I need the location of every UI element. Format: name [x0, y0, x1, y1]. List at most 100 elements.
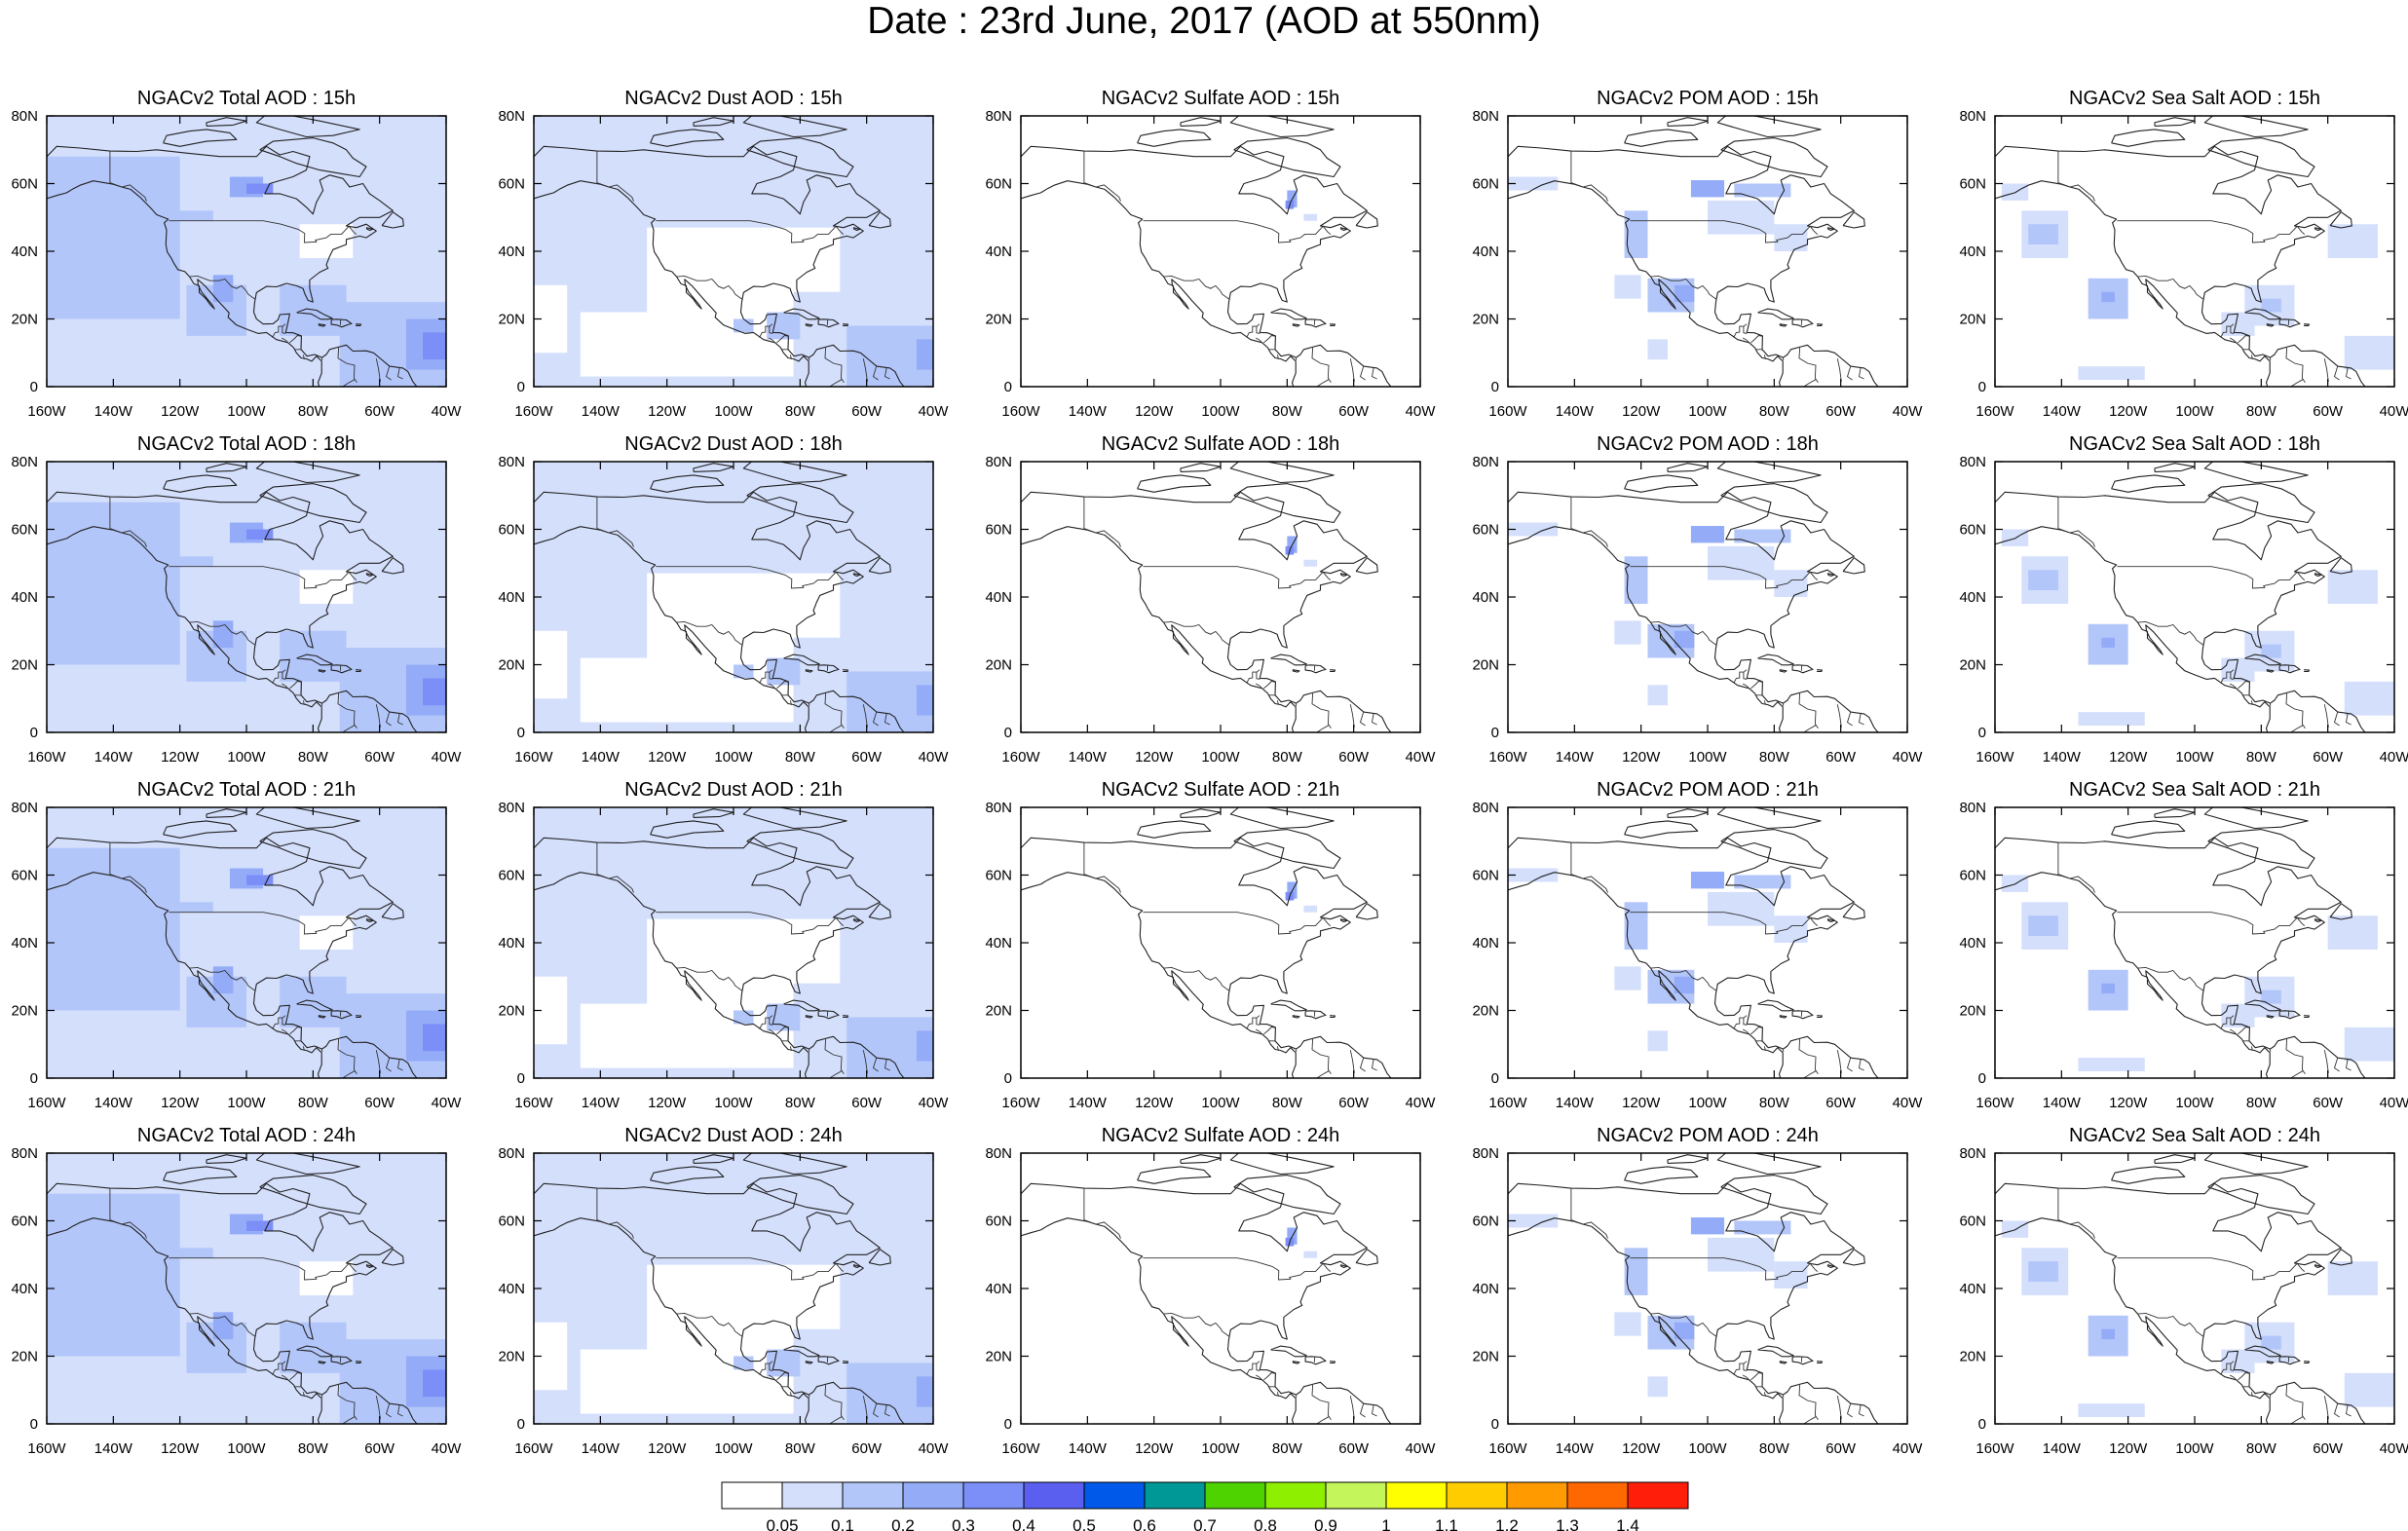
x-tick-label: 120W	[1135, 403, 1174, 420]
coastline	[2203, 462, 2309, 484]
country-border	[2333, 366, 2340, 381]
coastline	[650, 474, 725, 493]
country-border	[2285, 347, 2306, 384]
country-border	[824, 692, 845, 729]
panel-title: NGACv2 Sea Salt AOD : 18h	[2069, 433, 2320, 455]
aod-cell	[2261, 990, 2281, 1004]
coastline	[1292, 1015, 1300, 1019]
country-border	[2269, 1048, 2272, 1052]
coastline	[817, 1010, 840, 1020]
country-border	[2269, 1394, 2272, 1398]
coastline	[1842, 211, 1865, 229]
coastline	[356, 1361, 362, 1364]
y-tick-label: 60N	[985, 176, 1012, 193]
coastline	[868, 903, 891, 920]
coastline	[1180, 463, 1222, 472]
y-tick-label: 80N	[1959, 800, 1986, 816]
aod-cell	[2028, 570, 2058, 591]
country-border	[1276, 700, 1279, 706]
coastline	[1757, 999, 1794, 1012]
coastline	[2244, 1345, 2281, 1358]
country-border	[2057, 1188, 2095, 1239]
coastline	[1180, 1154, 1222, 1164]
coastline	[2278, 318, 2301, 328]
coastline	[365, 227, 374, 232]
coastline	[1355, 1249, 1378, 1266]
panel-title: NGACv2 Dust AOD : 24h	[624, 1125, 842, 1146]
coastline	[534, 1217, 809, 1424]
country-border	[1733, 1361, 1748, 1375]
country-border	[109, 842, 147, 893]
x-tick-label: 100W	[2175, 403, 2214, 420]
aod-cell	[1303, 905, 1318, 913]
country-border	[1836, 1396, 1842, 1419]
coastline	[1757, 653, 1794, 666]
coastline	[1508, 491, 1879, 732]
country-border	[759, 1015, 773, 1029]
x-tick-label: 40W	[1406, 403, 1437, 420]
country-border	[385, 1403, 392, 1418]
y-tick-label: 40N	[11, 589, 38, 606]
aod-cell	[1774, 1261, 1808, 1288]
aod-cell	[1690, 526, 1725, 543]
country-border	[1782, 356, 1785, 360]
x-tick-label: 80W	[1272, 1440, 1303, 1457]
x-tick-label: 120W	[161, 403, 200, 420]
x-tick-label: 60W	[364, 1440, 395, 1457]
aod-field	[1508, 462, 1879, 732]
country-border	[776, 335, 789, 344]
coastline	[255, 1153, 360, 1176]
aod-cell	[2327, 915, 2378, 950]
country-border	[1311, 347, 1332, 384]
aod-field	[534, 462, 933, 732]
x-tick-label: 40W	[432, 403, 463, 420]
aod-cell	[160, 902, 213, 913]
coastline	[1995, 180, 2271, 387]
x-tick-label: 100W	[227, 1095, 266, 1111]
aod-cell	[647, 227, 794, 377]
x-tick-label: 100W	[2175, 1440, 2214, 1457]
coastline	[2278, 664, 2301, 674]
coastline	[783, 653, 820, 666]
coastline	[534, 145, 905, 387]
coastline	[2244, 999, 2281, 1012]
coastline	[2278, 1010, 2301, 1020]
x-tick-label: 140W	[1069, 1095, 1108, 1111]
aod-cell	[1708, 200, 1775, 235]
coastline	[1229, 116, 1335, 138]
map-panel: NGACv2 Sea Salt AOD : 21h 160W 140W 120W 100…	[1959, 779, 2408, 1111]
country-border	[789, 1392, 792, 1398]
y-tick-label: 60N	[11, 522, 38, 539]
x-tick-label: 160W	[1001, 403, 1040, 420]
x-tick-label: 160W	[27, 403, 66, 420]
colorbar-label: 1.3	[1556, 1516, 1579, 1531]
coastline	[1995, 526, 2271, 732]
coastline	[2111, 1166, 2186, 1184]
coastline	[255, 116, 360, 138]
coastline	[1791, 1010, 1814, 1020]
y-tick-label: 0	[1978, 1070, 1986, 1087]
coastline	[852, 573, 861, 578]
aod-cell	[423, 1369, 446, 1398]
country-border	[2238, 1372, 2250, 1381]
coastline	[742, 1153, 847, 1176]
country-border	[320, 1048, 323, 1052]
country-border	[1858, 1059, 1864, 1071]
aod-field	[1995, 807, 2394, 1078]
country-border	[169, 912, 357, 935]
coastline	[330, 664, 353, 674]
x-tick-label: 120W	[2109, 1095, 2148, 1111]
aod-cell	[1624, 902, 1648, 950]
coastline	[1826, 227, 1835, 232]
country-border	[1143, 1257, 1332, 1281]
country-border	[656, 1257, 845, 1281]
map-panel: NGACv2 Total AOD : 18h 160W 140W 120W 100W 80…	[11, 433, 462, 766]
country-border	[2230, 672, 2235, 680]
coastline	[163, 820, 238, 839]
aod-cell	[647, 1264, 794, 1414]
country-border	[1371, 1404, 1377, 1417]
y-tick-label: 60N	[498, 176, 525, 193]
country-border	[169, 566, 357, 589]
y-tick-label: 20N	[11, 1003, 38, 1020]
coastline	[1137, 129, 1212, 147]
